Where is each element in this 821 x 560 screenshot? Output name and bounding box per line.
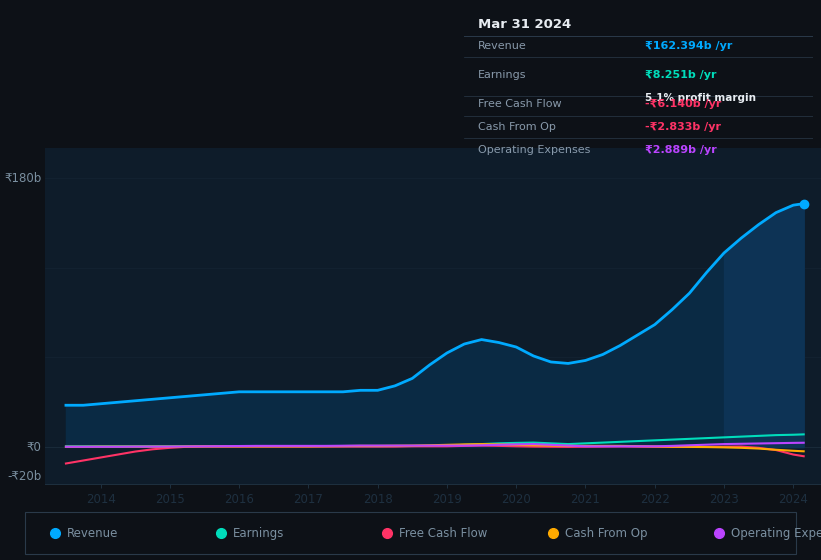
Text: -₹6.140b /yr: -₹6.140b /yr [645,99,722,109]
Text: Mar 31 2024: Mar 31 2024 [478,18,571,31]
Text: ₹0: ₹0 [26,441,41,454]
Text: Cash From Op: Cash From Op [565,527,647,540]
Text: Free Cash Flow: Free Cash Flow [478,99,562,109]
Text: ₹162.394b /yr: ₹162.394b /yr [645,41,732,51]
Text: Earnings: Earnings [478,70,526,80]
Text: Revenue: Revenue [67,527,118,540]
Text: Operating Expenses: Operating Expenses [478,145,590,155]
Text: Operating Expenses: Operating Expenses [731,527,821,540]
Text: -₹2.833b /yr: -₹2.833b /yr [645,122,722,132]
Text: ₹8.251b /yr: ₹8.251b /yr [645,70,717,80]
Text: Revenue: Revenue [478,41,526,51]
Text: ₹180b: ₹180b [4,172,41,185]
Text: Free Cash Flow: Free Cash Flow [399,527,488,540]
Text: Cash From Op: Cash From Op [478,122,556,132]
Text: 5.1% profit margin: 5.1% profit margin [645,93,756,103]
Text: Earnings: Earnings [233,527,284,540]
Text: ₹2.889b /yr: ₹2.889b /yr [645,145,717,155]
Text: -₹20b: -₹20b [7,470,41,483]
